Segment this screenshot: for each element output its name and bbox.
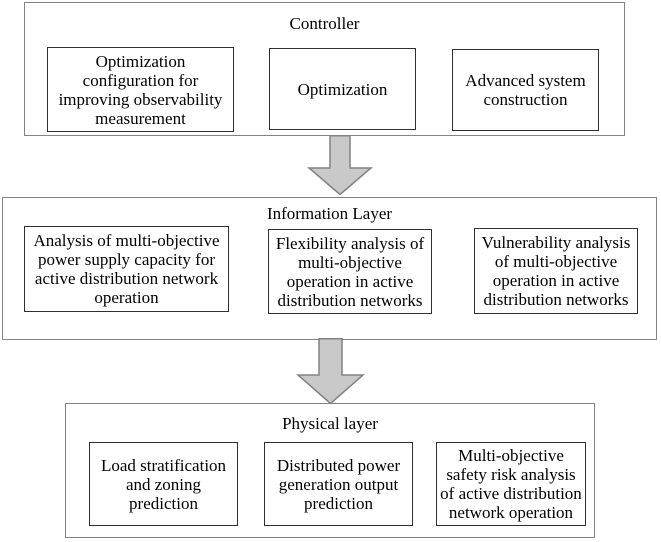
box-advanced-system-construction: Advanced system construction (452, 49, 599, 131)
down-arrow-icon (296, 338, 365, 405)
box-optimization: Optimization (269, 48, 416, 130)
physical-layer: Physical layer Load stratification and z… (65, 403, 595, 538)
box-vulnerability-analysis: Vulnerability analysis of multi-objectiv… (474, 228, 638, 314)
controller-layer: Controller Optimization configuration fo… (24, 2, 625, 136)
box-safety-risk-analysis: Multi-objective safety risk analysis of … (436, 442, 586, 526)
box-flexibility-analysis: Flexibility analysis of multi-objective … (268, 229, 432, 314)
information-layer: Information Layer Analysis of multi-obje… (2, 197, 657, 340)
box-analysis-power-supply-capacity: Analysis of multi-objective power supply… (24, 226, 229, 312)
box-load-stratification-prediction: Load stratification and zoning predictio… (89, 442, 238, 526)
physical-layer-title: Physical layer (282, 414, 378, 433)
box-distributed-generation-prediction: Distributed power generation output pred… (264, 442, 413, 526)
box-optimization-configuration: Optimization configuration for improving… (47, 47, 234, 132)
down-arrow-icon (306, 135, 374, 196)
information-layer-title: Information Layer (266, 204, 393, 223)
controller-layer-title: Controller (289, 14, 360, 33)
